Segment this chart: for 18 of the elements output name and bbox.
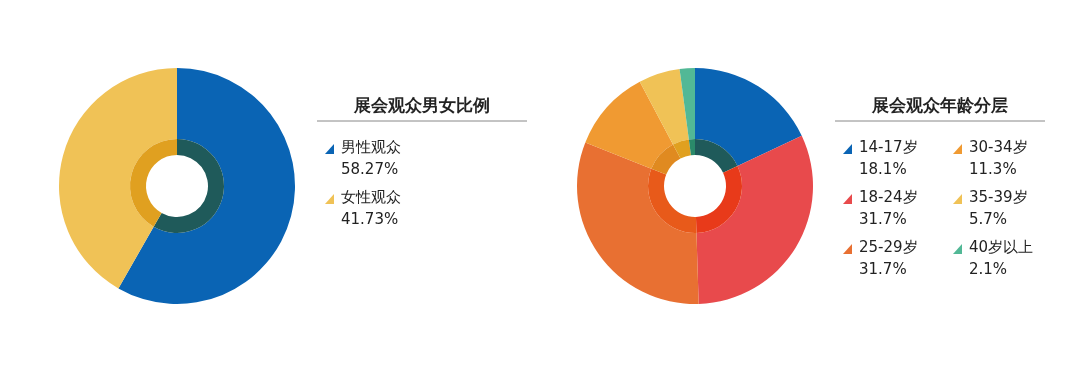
data-label: 5.7% (969, 210, 1008, 228)
data-label: 31.7% (859, 260, 907, 278)
data-label: 11.3% (969, 160, 1017, 178)
legend-label: 14-17岁 (859, 138, 918, 156)
data-label: 41.73% (341, 210, 399, 228)
legend-label: 25-29岁 (859, 238, 918, 256)
legend-label: 35-39岁 (969, 188, 1028, 206)
data-label: 58.27% (341, 160, 399, 178)
legend-label: 18-24岁 (859, 188, 918, 206)
data-label: 18.1% (859, 160, 907, 178)
data-label: 31.7% (859, 210, 907, 228)
text: 展会观众男女比例 (353, 95, 490, 115)
data-label: 2.1% (969, 260, 1008, 278)
legend-label: 男性观众 (341, 138, 401, 156)
legend-label: 40岁以上 (969, 238, 1034, 256)
legend-label: 女性观众 (341, 188, 401, 206)
text: 展会观众年龄分层 (871, 95, 1008, 115)
legend-label: 30-34岁 (969, 138, 1028, 156)
